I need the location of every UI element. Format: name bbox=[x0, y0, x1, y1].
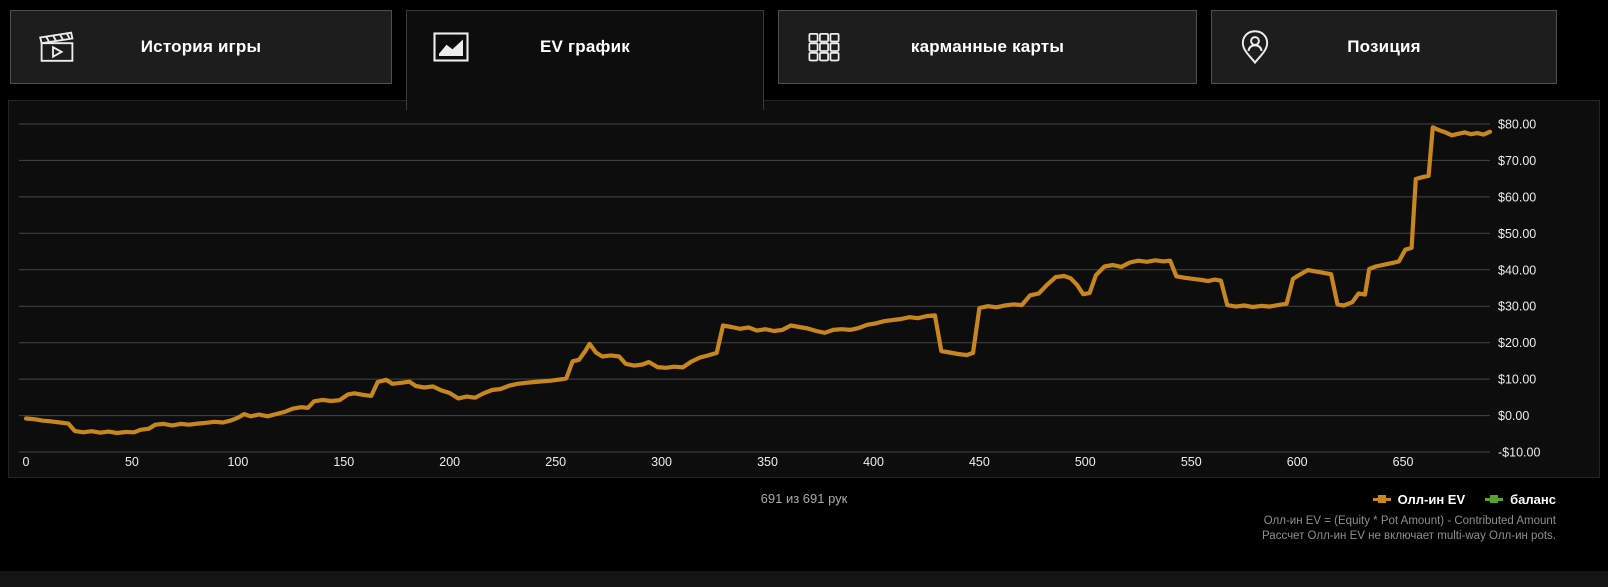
tab-ev-chart[interactable]: EV график bbox=[406, 10, 764, 110]
window-bottom-edge bbox=[0, 571, 1608, 587]
svg-text:450: 450 bbox=[969, 455, 990, 469]
svg-text:$50.00: $50.00 bbox=[1498, 227, 1536, 241]
svg-text:0: 0 bbox=[23, 455, 30, 469]
position-pin-icon bbox=[1238, 29, 1272, 65]
tab-position[interactable]: Позиция bbox=[1211, 10, 1557, 84]
svg-text:-$10.00: -$10.00 bbox=[1498, 446, 1540, 460]
svg-text:$70.00: $70.00 bbox=[1498, 154, 1536, 168]
ev-footnote: Олл-ин EV = (Equity * Pot Amount) - Cont… bbox=[1262, 514, 1556, 544]
svg-text:400: 400 bbox=[863, 455, 884, 469]
footnote-line-2: Рассчет Олл-ин EV не включает multi-way … bbox=[1262, 530, 1556, 542]
svg-text:600: 600 bbox=[1287, 455, 1308, 469]
svg-text:100: 100 bbox=[227, 455, 248, 469]
tab-label: карманные карты bbox=[910, 37, 1065, 56]
svg-text:$0.00: $0.00 bbox=[1498, 409, 1529, 423]
svg-text:250: 250 bbox=[545, 455, 566, 469]
legend-marker-orange bbox=[1372, 494, 1391, 503]
svg-text:650: 650 bbox=[1393, 455, 1414, 469]
tab-label: Позиция bbox=[1347, 37, 1421, 56]
chart-legend: Олл-ин EV баланс bbox=[1372, 489, 1556, 509]
svg-text:500: 500 bbox=[1075, 455, 1096, 469]
tab-pocket-cards[interactable]: карманные карты bbox=[778, 10, 1197, 84]
svg-text:350: 350 bbox=[757, 455, 778, 469]
svg-text:300: 300 bbox=[651, 455, 672, 469]
legend-item-balance[interactable]: баланс bbox=[1485, 492, 1556, 507]
svg-text:$40.00: $40.00 bbox=[1498, 263, 1536, 277]
clapperboard-icon bbox=[37, 29, 77, 65]
svg-text:$60.00: $60.00 bbox=[1498, 190, 1536, 204]
tab-bar: История игры EV график bbox=[10, 10, 1557, 110]
svg-text:50: 50 bbox=[125, 455, 139, 469]
legend-label: Олл-ин EV bbox=[1397, 491, 1466, 507]
footnote-line-1: Олл-ин EV = (Equity * Pot Amount) - Cont… bbox=[1263, 515, 1556, 527]
tab-label: История игры bbox=[140, 37, 262, 56]
cards-grid-icon bbox=[805, 30, 843, 64]
svg-text:$10.00: $10.00 bbox=[1498, 373, 1536, 387]
legend-label: баланс bbox=[1510, 491, 1556, 507]
hands-count: 691 из 691 рук bbox=[760, 491, 848, 506]
tab-label: EV график bbox=[540, 37, 630, 56]
svg-text:$20.00: $20.00 bbox=[1498, 336, 1536, 350]
tab-game-history[interactable]: История игры bbox=[10, 10, 392, 84]
svg-text:550: 550 bbox=[1181, 455, 1202, 469]
ev-chart-panel: $80.00 $70.00 $60.00 $50.00 $40.00 $30.00 $20.… bbox=[8, 100, 1600, 478]
status-row: 691 из 691 рук Олл-ин EV баланс bbox=[0, 489, 1608, 509]
line-chart-icon bbox=[433, 32, 469, 62]
svg-text:$30.00: $30.00 bbox=[1498, 300, 1536, 314]
svg-text:$80.00: $80.00 bbox=[1498, 118, 1536, 132]
svg-text:200: 200 bbox=[439, 455, 460, 469]
legend-item-allin-ev[interactable]: Олл-ин EV bbox=[1372, 491, 1466, 507]
legend-marker-green bbox=[1485, 494, 1504, 503]
svg-text:150: 150 bbox=[333, 455, 354, 469]
ev-chart-svg: $80.00 $70.00 $60.00 $50.00 $40.00 $30.00 $20.… bbox=[19, 118, 1540, 469]
